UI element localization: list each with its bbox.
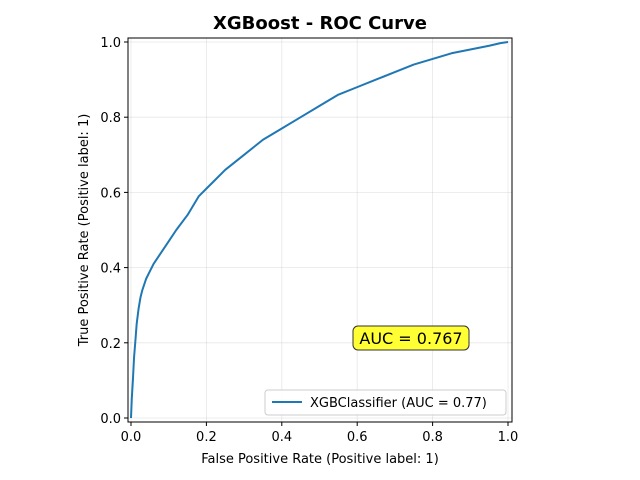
legend-box <box>264 389 507 416</box>
legend: XGBClassifier (AUC = 0.77) <box>264 389 507 416</box>
y-axis: 0.0 0.2 0.4 0.6 0.8 1.0 <box>100 36 128 427</box>
x-axis-label: False Positive Rate (Positive label: 1) <box>201 452 439 467</box>
plot-frame <box>127 37 513 423</box>
roc-curve-line <box>130 41 509 419</box>
y-tick-label: 1.0 <box>100 36 121 51</box>
legend-entry: XGBClassifier (AUC = 0.77) <box>310 396 487 411</box>
y-tick-label: 0.8 <box>100 111 121 126</box>
y-tick-label: 0.0 <box>100 412 121 427</box>
y-tick-label: 0.4 <box>100 262 121 277</box>
y-axis-label: True Positive Rate (Positive label: 1) <box>77 114 92 348</box>
auc-annotation-text: AUC = 0.767 <box>359 329 462 348</box>
x-tick-label: 0.4 <box>271 430 292 445</box>
x-tick-label: 0.2 <box>196 430 217 445</box>
auc-annotation-box <box>352 325 470 351</box>
auc-annotation: AUC = 0.767 <box>352 325 470 351</box>
chart-title: XGBoost - ROC Curve <box>213 13 427 34</box>
grid-lines <box>128 38 512 422</box>
x-tick-label: 1.0 <box>498 430 519 445</box>
curve-layer <box>130 41 509 419</box>
x-tick-label: 0.0 <box>121 430 142 445</box>
x-axis: 0.0 0.2 0.4 0.6 0.8 1.0 <box>121 422 519 445</box>
y-tick-label: 0.6 <box>100 186 121 201</box>
x-tick-label: 0.6 <box>347 430 368 445</box>
y-tick-label: 0.2 <box>100 337 121 352</box>
x-tick-label: 0.8 <box>422 430 443 445</box>
